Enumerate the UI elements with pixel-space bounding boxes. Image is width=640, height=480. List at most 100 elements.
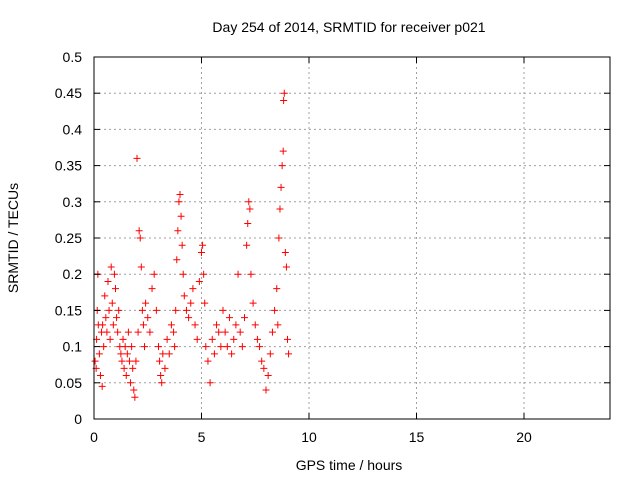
- data-point: [180, 292, 188, 300]
- grid: [94, 57, 610, 419]
- data-point: [274, 321, 282, 329]
- data-point: [158, 379, 166, 387]
- tick-labels: 0 0.05 0.1 0.15 0.2 0.25 0.3 0.35 0.4 0.45 0.5 0 5 10…: [55, 49, 532, 445]
- data-point: [258, 357, 266, 365]
- data-point: [249, 299, 257, 307]
- y-axis-label: SRMTID / TECUs: [5, 183, 21, 293]
- data-point: [144, 314, 152, 322]
- data-point: [109, 321, 117, 329]
- y-tick-label: 0.4: [63, 121, 83, 137]
- y-tick-label: 0: [74, 411, 82, 427]
- data-point: [251, 321, 259, 329]
- data-point: [105, 306, 113, 314]
- data-point: [107, 263, 115, 271]
- data-point: [167, 321, 175, 329]
- data-point: [284, 335, 291, 343]
- data-point: [201, 299, 209, 307]
- data-point: [129, 364, 137, 372]
- data-point: [112, 285, 119, 293]
- y-tick-label: 0.45: [55, 85, 82, 101]
- data-point: [245, 198, 253, 206]
- data-point: [119, 335, 127, 343]
- y-tick-label: 0.15: [55, 302, 82, 318]
- data-point: [163, 335, 171, 343]
- data-point: [139, 321, 147, 329]
- data-point: [260, 364, 268, 372]
- data-point: [262, 386, 270, 394]
- data-point: [100, 343, 108, 351]
- data-point: [247, 270, 255, 278]
- data-point: [223, 343, 231, 351]
- y-tick-label: 0.35: [55, 158, 82, 174]
- chart-title: Day 254 of 2014, SRMTID for receiver p02…: [212, 19, 485, 35]
- data-point: [91, 357, 99, 365]
- data-point: [217, 343, 225, 351]
- y-tick-label: 0.5: [63, 49, 83, 65]
- data-point: [130, 386, 138, 394]
- y-tick-label: 0.2: [63, 266, 83, 282]
- data-point: [127, 379, 135, 387]
- data-point: [266, 350, 274, 358]
- data-point: [246, 205, 254, 213]
- y-tick-label: 0.05: [55, 375, 82, 391]
- data-point: [185, 314, 193, 322]
- data-point: [191, 321, 199, 329]
- data-point: [101, 292, 109, 300]
- data-point: [174, 227, 182, 235]
- data-point: [134, 328, 142, 336]
- data-point: [159, 350, 167, 358]
- data-point: [173, 256, 181, 264]
- data-point: [104, 277, 112, 285]
- data-point: [155, 343, 162, 351]
- data-point: [280, 89, 288, 97]
- data-point: [133, 154, 141, 162]
- data-point: [170, 328, 178, 336]
- data-point: [113, 314, 121, 322]
- data-point: [244, 220, 252, 228]
- data-point: [234, 270, 242, 278]
- data-point: [204, 357, 212, 365]
- data-point: [176, 191, 184, 199]
- data-point: [178, 241, 186, 249]
- data-point: [285, 350, 293, 358]
- data-point: [280, 96, 288, 104]
- x-tick-label: 5: [198, 429, 206, 445]
- data-point: [279, 147, 287, 155]
- data-point: [182, 306, 190, 314]
- data-point: [199, 241, 207, 249]
- data-point: [200, 270, 208, 278]
- data-point: [273, 285, 281, 293]
- data-point: [210, 350, 218, 358]
- data-point: [161, 364, 169, 372]
- y-tick-label: 0.25: [55, 230, 82, 246]
- data-point: [202, 343, 210, 351]
- data-point: [121, 343, 129, 351]
- data-point: [137, 263, 145, 271]
- data-point: [198, 248, 205, 256]
- data-point: [102, 314, 110, 322]
- data-point: [136, 234, 144, 242]
- data-point: [243, 241, 251, 249]
- data-point: [148, 285, 156, 293]
- axis-ticks: [93, 56, 610, 420]
- y-tick-label: 0.1: [63, 339, 83, 355]
- data-point: [132, 357, 140, 365]
- data-point: [125, 357, 133, 365]
- y-tick-label: 0.3: [63, 194, 83, 210]
- data-point: [150, 270, 158, 278]
- x-tick-label: 10: [301, 429, 317, 445]
- data-point: [253, 335, 261, 343]
- data-point: [271, 306, 279, 314]
- data-point: [213, 321, 221, 329]
- data-point: [96, 372, 104, 380]
- data-point: [108, 299, 116, 307]
- plot-frame: [93, 56, 611, 420]
- data-point: [277, 183, 285, 191]
- data-point: [124, 328, 132, 336]
- data-point: [165, 350, 173, 358]
- data-point: [138, 306, 146, 314]
- data-point: [282, 263, 290, 271]
- data-point: [117, 350, 125, 358]
- data-point: [268, 328, 276, 336]
